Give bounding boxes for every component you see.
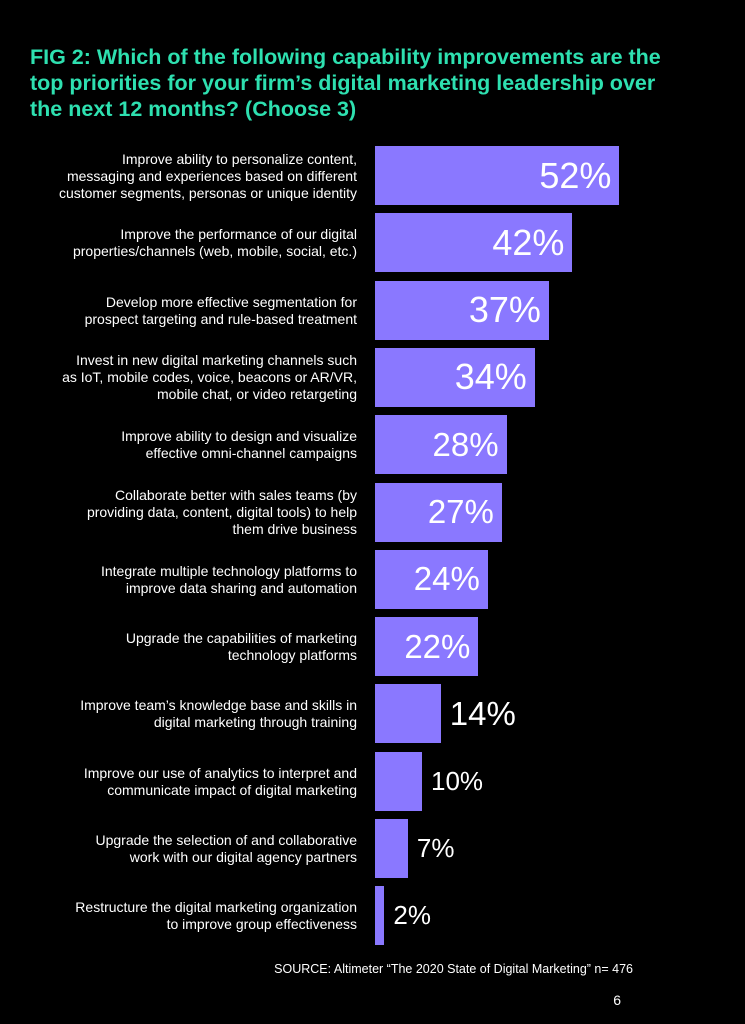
category-label-line: Improve the performance of our digital (120, 226, 357, 243)
source-note: SOURCE: Altimeter “The 2020 State of Dig… (274, 962, 633, 976)
value-label: 22% (404, 627, 471, 665)
category-label: Improve ability to design and visualize e… (7, 415, 357, 475)
chart-row: Improve our use of analytics to interpre… (0, 751, 745, 812)
chart-row: Collaborate better with sales teams (by p… (0, 482, 745, 543)
value-label: 34% (454, 356, 527, 398)
category-label-line: mobile chat, or video retargeting (157, 386, 357, 403)
value-label: 14% (449, 694, 516, 732)
chart-title: FIG 2: Which of the following capability… (30, 45, 661, 121)
category-label-line: Upgrade the capabilities of marketing (125, 630, 357, 647)
bar (375, 482, 502, 542)
category-label-line: Improve ability to personalize content, (121, 150, 357, 167)
value-label: 37% (468, 289, 541, 331)
bar (375, 213, 573, 273)
bar (375, 146, 620, 205)
bar (375, 819, 408, 878)
category-label-line: as IoT, mobile codes, voice, beacons or … (62, 369, 357, 386)
chart-row: Restructure the digital marketing organi… (0, 886, 745, 946)
bar (375, 280, 549, 340)
category-label-line: work with our digital agency partners (129, 849, 357, 865)
category-label: Upgrade the capabilities of marketing tec… (7, 617, 357, 677)
chart-row: Improve ability to design and visualize e… (0, 415, 745, 475)
category-label: Develop more effective segmentation for p… (7, 281, 357, 341)
value-label: 42% (492, 221, 565, 263)
category-label: Improve team’s knowledge base and skills… (7, 684, 357, 744)
category-label: Invest in new digital marketing channels… (7, 348, 357, 408)
bar (375, 347, 535, 407)
category-label: Improve ability to personalize content, m… (7, 146, 357, 206)
category-label-line: digital marketing through training (153, 714, 357, 731)
page-number: 6 (613, 992, 621, 1008)
category-label-line: prospect targeting and rule-based treatm… (84, 310, 357, 327)
chart-row: Invest in new digital marketing channels… (0, 347, 745, 408)
category-label-line: providing data, content, digital tools) … (86, 504, 357, 520)
bar (375, 617, 479, 677)
category-label-line: Improve team’s knowledge base and skills… (80, 697, 357, 714)
bar (375, 549, 488, 609)
bar-chart: Improve ability to personalize content, m… (0, 146, 745, 946)
value-label: 27% (427, 493, 494, 530)
category-label-line: Improve our use of analytics to interpre… (83, 764, 357, 781)
chart-row: Develop more effective segmentation for p… (0, 280, 745, 341)
category-label-line: Develop more effective segmentation for (105, 293, 357, 310)
bar (375, 886, 385, 946)
value-label: 28% (432, 425, 499, 463)
category-label-line: customer segments, personas or unique id… (58, 184, 357, 201)
category-label: Collaborate better with sales teams (by p… (7, 483, 357, 543)
bar (375, 751, 422, 811)
category-label: Integrate multiple technology platforms … (7, 550, 357, 610)
chart-row: Upgrade the selection of and collaborati… (0, 819, 745, 879)
category-label: Restructure the digital marketing organi… (7, 886, 357, 946)
category-label-line: effective omni-channel campaigns (145, 445, 357, 462)
category-label-line: communicate impact of digital marketing (107, 781, 357, 798)
category-label-line: Restructure the digital marketing organi… (75, 899, 357, 916)
bar (375, 415, 507, 475)
chart-row: Improve ability to personalize content, m… (0, 146, 745, 206)
value-label: 10% (431, 765, 484, 796)
category-label-line: improve data sharing and automation (125, 579, 357, 596)
category-label-line: technology platforms (227, 647, 357, 664)
value-label: 24% (413, 560, 480, 598)
category-label: Improve the performance of our digital pr… (7, 213, 357, 273)
category-label-line: them drive business (232, 521, 357, 537)
value-label: 7% (416, 833, 455, 863)
bar (375, 684, 441, 744)
category-label: Improve our use of analytics to interpre… (7, 752, 357, 812)
category-label-line: to improve group effectiveness (166, 916, 357, 933)
value-label: 2% (393, 900, 431, 931)
category-label-line: Invest in new digital marketing channels… (76, 352, 357, 369)
chart-row: Improve the performance of our digital pr… (0, 213, 745, 273)
category-label: Upgrade the selection of and collaborati… (7, 819, 357, 879)
value-label: 52% (539, 154, 612, 196)
category-label-line: Improve ability to design and visualize (121, 428, 357, 445)
chart-row: Improve team’s knowledge base and skills… (0, 684, 745, 744)
category-label-line: properties/channels (web, mobile, social… (72, 243, 357, 260)
category-label-line: messaging and experiences based on diffe… (66, 167, 357, 184)
category-label-line: Upgrade the selection of and collaborati… (95, 832, 357, 848)
category-label-line: Collaborate better with sales teams (by (115, 487, 357, 503)
chart-row: Upgrade the capabilities of marketing tec… (0, 617, 745, 677)
chart-row: Integrate multiple technology platforms … (0, 549, 745, 610)
category-label-line: Integrate multiple technology platforms … (100, 562, 357, 579)
